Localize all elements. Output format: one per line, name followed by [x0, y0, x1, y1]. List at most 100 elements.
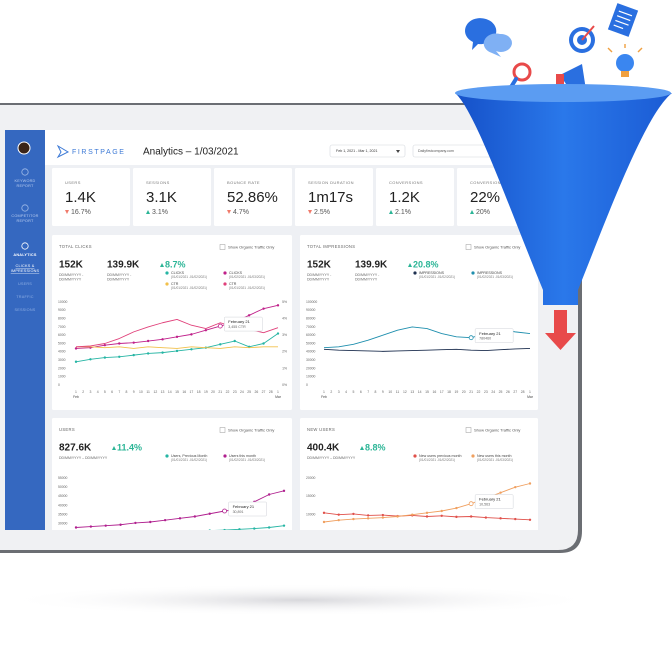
- nav-icon: [21, 168, 29, 176]
- series-point: [381, 516, 385, 519]
- series-point: [161, 338, 164, 341]
- tooltip-title: February 21: [479, 497, 501, 502]
- series-line: [214, 525, 285, 530]
- nav-label[interactable]: REPORT: [17, 219, 34, 223]
- series-point: [119, 523, 122, 526]
- stat-caption: DD/MM/YYYY: [59, 277, 82, 281]
- stat-value: 152K: [59, 260, 84, 271]
- series-point: [366, 514, 370, 517]
- nav-label[interactable]: KEYWORD: [14, 179, 35, 183]
- kpi-label: SESSIONS: [146, 180, 170, 185]
- legend-dot: [223, 271, 227, 275]
- series-point: [208, 512, 211, 515]
- kpi-card: [133, 168, 211, 226]
- kpi-label: SESSION DURATION: [308, 180, 354, 185]
- chat-bubble-small: [483, 33, 512, 57]
- nav-label[interactable]: IMPRESSIONS: [11, 269, 40, 273]
- legend-name: IMPRESSIONS: [419, 271, 445, 275]
- x-tick-label: 22: [226, 390, 230, 394]
- panel: [52, 235, 292, 410]
- date-picker[interactable]: [329, 144, 406, 158]
- legend-date: (01/01/2021 -01/02/2021): [171, 275, 207, 279]
- legend-name: IMPRESSIONS: [477, 271, 503, 275]
- series-point: [118, 342, 121, 345]
- change: 8.8%: [365, 442, 386, 452]
- x-tick-label: 9: [382, 390, 384, 394]
- nav-label[interactable]: CLICKS &: [16, 264, 35, 268]
- x-tick-label: 15: [175, 390, 179, 394]
- x-tick-label: 2: [330, 390, 332, 394]
- x-tick-label: 6: [111, 390, 113, 394]
- arrow-up: [389, 210, 393, 214]
- nav-label[interactable]: TRAFFIC: [16, 295, 33, 299]
- legend-dot: [165, 282, 169, 286]
- y2-tick-label: 5%: [282, 300, 287, 304]
- tooltip: [474, 494, 514, 509]
- arrow-down: [227, 210, 231, 214]
- logo-icon: [56, 144, 70, 159]
- series-point: [149, 520, 152, 524]
- magnifier: [512, 62, 532, 82]
- month-label: Feb: [73, 395, 79, 399]
- y2-tick-label: 0%: [282, 383, 287, 387]
- x-tick-label: 1: [277, 390, 279, 394]
- funnel-body: [455, 93, 672, 305]
- x-tick-label: 5: [104, 390, 106, 394]
- x-tick-label: 22: [477, 390, 481, 394]
- stat-caption: DD/MM/YYYY: [355, 277, 378, 281]
- nav-label[interactable]: SESSIONS: [14, 308, 35, 312]
- kpi-label: CONVERSIONS: [389, 180, 423, 185]
- y-tick-label: 50000: [58, 485, 68, 489]
- x-tick-label: 3: [338, 390, 340, 394]
- series-point: [194, 529, 196, 530]
- nav-label[interactable]: REPORT: [17, 184, 34, 188]
- legend-name: New users this month: [477, 454, 512, 458]
- document-lines: [613, 10, 633, 30]
- series-point: [396, 515, 399, 518]
- change: 20.8%: [413, 259, 439, 269]
- megaphone: [560, 64, 586, 90]
- series-point: [247, 314, 251, 317]
- series-point: [411, 513, 414, 516]
- checkbox[interactable]: [219, 427, 226, 433]
- series-point: [146, 352, 150, 355]
- series-point: [104, 524, 107, 527]
- kpi-change: 4.7%: [233, 209, 249, 216]
- x-tick-label: 27: [262, 390, 266, 394]
- panel-title: NEW USERS: [307, 427, 335, 432]
- arrow-up: [408, 263, 412, 267]
- kpi-value: 52.86%: [227, 189, 278, 206]
- panel-title: TOTAL IMPRESSIONS: [307, 244, 355, 249]
- y-tick-label: 30000: [306, 358, 316, 362]
- x-tick-label: 1: [529, 390, 531, 394]
- legend-dot: [413, 454, 417, 458]
- date-range: Feb 1, 2021 - Mar 1, 2021: [336, 149, 378, 153]
- avatar[interactable]: [17, 141, 31, 155]
- series-point: [499, 517, 502, 520]
- panel: [300, 235, 538, 410]
- y-tick-label: 9000: [58, 308, 66, 312]
- checkbox[interactable]: [465, 427, 472, 433]
- series-point: [238, 528, 241, 530]
- x-tick-label: 6: [360, 390, 362, 394]
- checkbox[interactable]: [465, 244, 472, 250]
- series-point: [425, 511, 429, 515]
- y-tick-label: 55000: [58, 476, 68, 480]
- nav-label[interactable]: USERS: [18, 282, 32, 286]
- series-point: [440, 514, 443, 517]
- tooltip-point: [222, 508, 227, 514]
- series-point: [337, 513, 340, 516]
- nav-label[interactable]: COMPETITOR: [11, 214, 38, 218]
- x-tick-label: 28: [269, 390, 273, 394]
- kpi-label: BOUNCE RATE: [227, 180, 260, 185]
- stat-caption: DD/MM/YYYY: [307, 277, 330, 281]
- stat-caption: DD/MM/YYYY -: [355, 273, 380, 277]
- x-tick-label: 19: [455, 390, 459, 394]
- y-tick-label: 8000: [58, 316, 66, 320]
- nav-label[interactable]: ANALYTICS: [13, 253, 36, 257]
- x-tick-label: 24: [491, 390, 495, 394]
- legend-date: (01/02/2021 -01/03/2021): [477, 458, 513, 462]
- series-point: [103, 356, 107, 359]
- checkbox[interactable]: [219, 244, 226, 250]
- series-point: [74, 360, 78, 363]
